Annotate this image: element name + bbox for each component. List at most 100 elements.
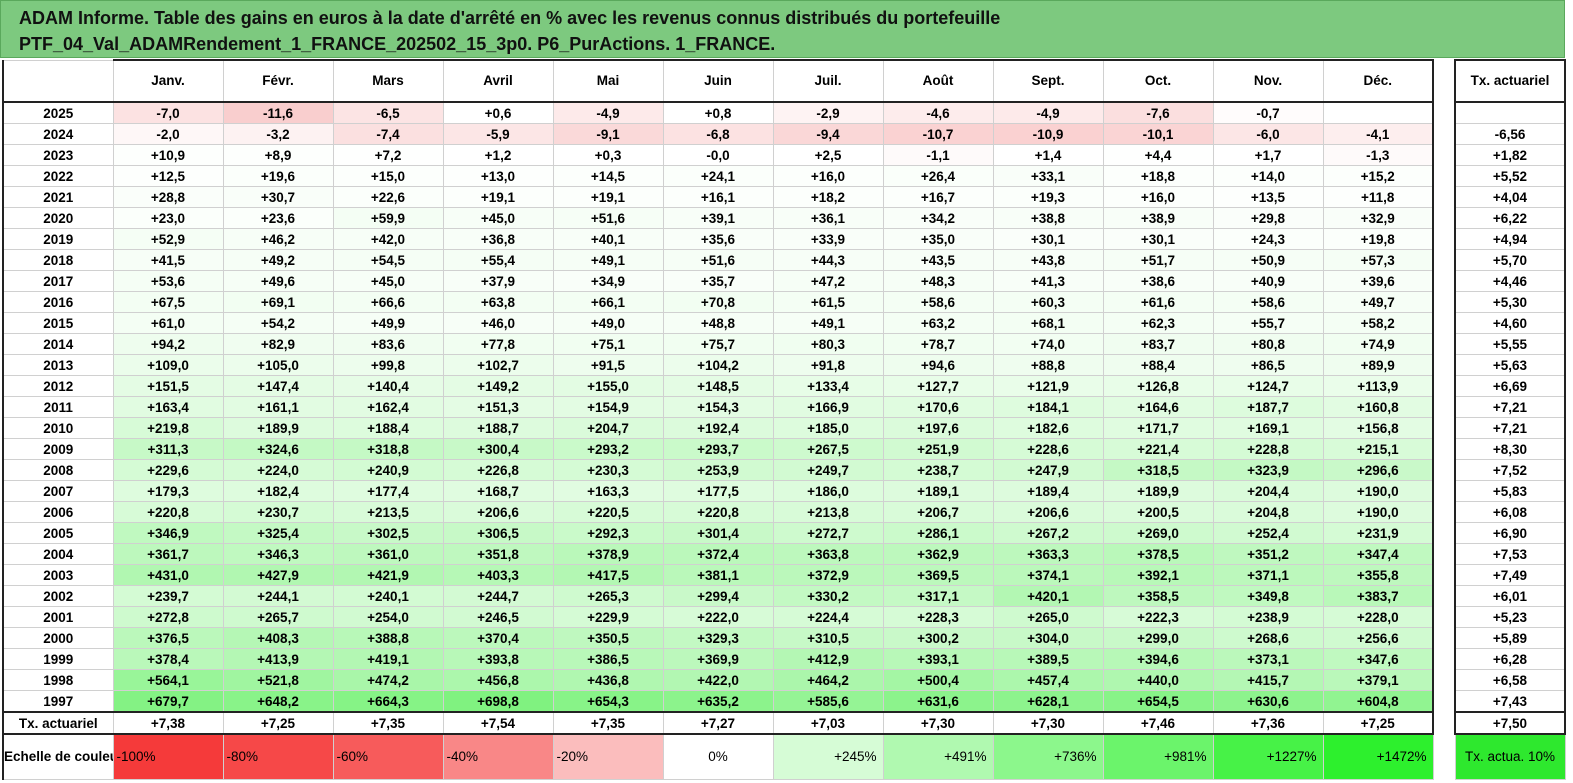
value-cell: +58,6 — [882, 291, 994, 313]
value-cell: +306,5 — [442, 522, 554, 544]
value-cell: +24,1 — [662, 165, 774, 187]
value-cell: +219,8 — [112, 417, 224, 439]
table-row: 1999 +378,4 +413,9 +419,1 +393,8 +386,5 +369,9… — [2, 648, 1434, 670]
value-cell: +369,9 — [662, 648, 774, 670]
value-cell: +363,3 — [992, 543, 1104, 565]
value-cell: +224,4 — [772, 606, 884, 628]
color-scale-swatch: -80% — [222, 733, 334, 780]
value-cell: +238,9 — [1212, 606, 1324, 628]
value-cell: +376,5 — [112, 627, 224, 649]
value-cell: +35,7 — [662, 270, 774, 292]
value-cell: +457,4 — [992, 669, 1104, 691]
value-cell: +58,6 — [1212, 291, 1324, 313]
value-cell: +0,6 — [442, 101, 554, 124]
tx-actuariel-value: +7,36 — [1212, 711, 1324, 735]
value-cell: -6,0 — [1212, 123, 1324, 145]
year-label: 2011 — [2, 396, 114, 418]
value-cell: +63,8 — [442, 291, 554, 313]
value-cell: +654,5 — [1102, 690, 1214, 713]
tx-actuariel-value: +7,25 — [222, 711, 334, 735]
value-cell: +381,1 — [662, 564, 774, 586]
value-cell: +164,6 — [1102, 396, 1214, 418]
value-cell: +240,9 — [332, 459, 444, 481]
value-cell: +664,3 — [332, 690, 444, 713]
value-cell: +16,0 — [772, 165, 884, 187]
value-cell: +330,2 — [772, 585, 884, 607]
value-cell: +408,3 — [222, 627, 334, 649]
value-cell: +456,8 — [442, 669, 554, 691]
value-cell: +66,6 — [332, 291, 444, 313]
tx-row: +6,08 — [1454, 501, 1566, 523]
value-cell: +329,3 — [662, 627, 774, 649]
value-cell: +133,4 — [772, 375, 884, 397]
year-label: 2009 — [2, 438, 114, 460]
value-cell: +220,5 — [552, 501, 664, 523]
value-cell: -4,1 — [1322, 123, 1434, 145]
value-cell: +156,8 — [1322, 417, 1434, 439]
year-label: 2010 — [2, 417, 114, 439]
value-cell: +89,9 — [1322, 354, 1434, 376]
tx-cell: +5,70 — [1454, 249, 1566, 271]
tx-cell: +7,21 — [1454, 396, 1566, 418]
value-cell: +474,2 — [332, 669, 444, 691]
tx-row: +6,01 — [1454, 585, 1566, 607]
tx-row: +4,60 — [1454, 312, 1566, 334]
value-cell: +1,4 — [992, 144, 1104, 166]
value-cell: +378,9 — [552, 543, 664, 565]
value-cell: +220,8 — [662, 501, 774, 523]
value-cell: +127,7 — [882, 375, 994, 397]
month-header: Mai — [552, 59, 664, 103]
value-cell: +293,7 — [662, 438, 774, 460]
value-cell: +249,7 — [772, 459, 884, 481]
value-cell: +49,9 — [332, 312, 444, 334]
value-cell: +419,1 — [332, 648, 444, 670]
value-cell: +393,8 — [442, 648, 554, 670]
value-cell: -7,6 — [1102, 101, 1214, 124]
table-row: 2016 +67,5 +69,1 +66,6 +63,8 +66,1 +70,8 +61,5 +… — [2, 291, 1434, 313]
value-cell: -7,4 — [332, 123, 444, 145]
value-cell: +80,8 — [1212, 333, 1324, 355]
value-cell: +54,5 — [332, 249, 444, 271]
tx-actuariel-value: +7,27 — [662, 711, 774, 735]
value-cell: +63,2 — [882, 312, 994, 334]
year-label: 2005 — [2, 522, 114, 544]
value-cell: +371,1 — [1212, 564, 1324, 586]
value-cell: -10,9 — [992, 123, 1104, 145]
value-cell: +18,2 — [772, 186, 884, 208]
value-cell: +33,9 — [772, 228, 884, 250]
tx-scale-swatch: Tx. actua. 10% — [1454, 733, 1566, 780]
year-label: 2008 — [2, 459, 114, 481]
value-cell: +363,8 — [772, 543, 884, 565]
value-cell: +34,9 — [552, 270, 664, 292]
value-cell: +46,2 — [222, 228, 334, 250]
value-cell: +40,1 — [552, 228, 664, 250]
value-cell: +60,3 — [992, 291, 1104, 313]
value-cell: +41,3 — [992, 270, 1104, 292]
value-cell: +230,3 — [552, 459, 664, 481]
value-cell: +7,2 — [332, 144, 444, 166]
value-cell: +388,8 — [332, 627, 444, 649]
value-cell: +362,9 — [882, 543, 994, 565]
table-row: 2025 -7,0 -11,6 -6,5 +0,6 -4,9 +0,8 -2,9 -4,6 -4,… — [2, 101, 1434, 124]
value-cell: +43,8 — [992, 249, 1104, 271]
value-cell: +403,3 — [442, 564, 554, 586]
value-cell: +161,1 — [222, 396, 334, 418]
value-cell: +347,6 — [1322, 648, 1434, 670]
value-cell: +53,6 — [112, 270, 224, 292]
value-cell: +244,7 — [442, 585, 554, 607]
value-cell: +37,9 — [442, 270, 554, 292]
tx-row: +6,69 — [1454, 375, 1566, 397]
value-cell: +378,5 — [1102, 543, 1214, 565]
tx-cell: +5,52 — [1454, 165, 1566, 187]
year-label: 2022 — [2, 165, 114, 187]
tx-row: +1,82 — [1454, 144, 1566, 166]
value-cell: +16,7 — [882, 186, 994, 208]
value-cell: -9,1 — [552, 123, 664, 145]
value-cell: +215,1 — [1322, 438, 1434, 460]
value-cell: +415,7 — [1212, 669, 1324, 691]
value-cell: +34,2 — [882, 207, 994, 229]
table-row: 2015 +61,0 +54,2 +49,9 +46,0 +49,0 +48,8 +49,1 +… — [2, 312, 1434, 334]
value-cell: +229,9 — [552, 606, 664, 628]
value-cell: +49,7 — [1322, 291, 1434, 313]
value-cell: +189,9 — [222, 417, 334, 439]
